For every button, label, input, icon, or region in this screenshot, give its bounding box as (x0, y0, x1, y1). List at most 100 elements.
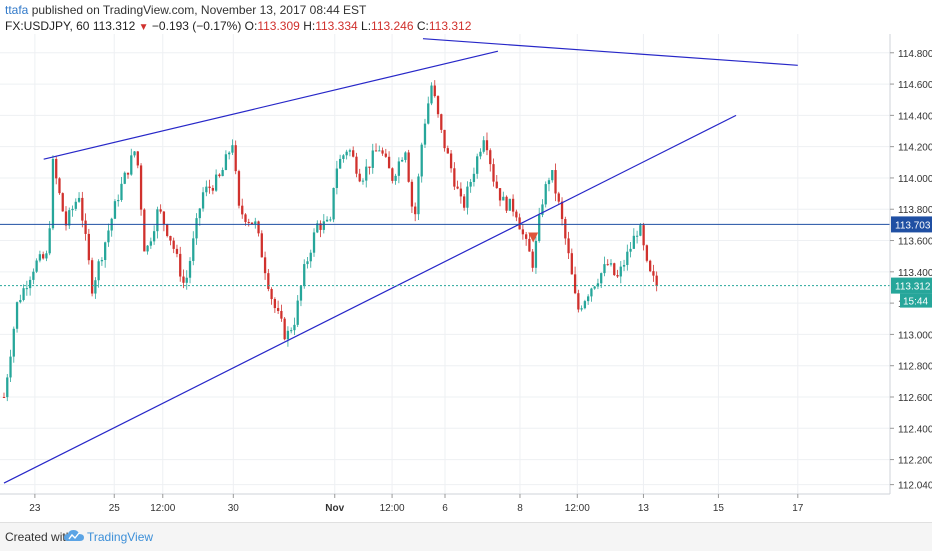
candle-body (175, 248, 179, 254)
candle-body (622, 265, 626, 267)
y-tick-label: 114.400 (898, 111, 932, 122)
candle-body (247, 221, 250, 223)
candle-body (74, 201, 77, 209)
candle-body (257, 221, 260, 234)
candle-body (293, 324, 296, 331)
x-tick-label: 23 (29, 503, 41, 514)
candle-body (489, 150, 492, 165)
candle-body (299, 286, 303, 301)
candle-body (267, 273, 270, 290)
candle-body (64, 211, 68, 226)
candle-body (296, 300, 299, 325)
high-label: H: (303, 19, 316, 33)
candle-body (596, 283, 600, 287)
candle-body (639, 225, 642, 236)
candle-body (9, 356, 12, 378)
candle-body (446, 148, 449, 154)
candle-body (22, 288, 25, 301)
candle-body (260, 233, 263, 258)
candle-body (645, 245, 649, 261)
candle-body (521, 229, 525, 235)
chart-area[interactable]: 114.800 114.600 114.400 114.200 114.000 113.8… (0, 34, 932, 517)
candle-body (492, 164, 495, 182)
candle-body (104, 242, 107, 260)
candle-body (81, 197, 84, 221)
candle-body (387, 156, 391, 169)
candle-body (365, 166, 368, 181)
x-tick-label: 13 (638, 503, 650, 514)
x-tick-label: 12:00 (150, 503, 175, 514)
y-tick-label: 113.600 (898, 237, 932, 248)
trend-line-2[interactable] (43, 50, 499, 160)
candle-body (462, 196, 466, 208)
created-with-text: Created with (5, 530, 73, 544)
candle-body (270, 289, 273, 300)
candle-body (28, 279, 32, 289)
candle-body (397, 161, 401, 176)
y-tick-label: 112.040 (898, 481, 932, 492)
candle-body (635, 235, 639, 237)
candle-body (290, 330, 293, 332)
candle-body (162, 211, 166, 225)
candle-body (482, 140, 485, 152)
candle-body (378, 150, 381, 152)
candle-body (214, 174, 218, 191)
candle-body (495, 181, 498, 189)
chart-header: ttafa published on TradingView.com, Nove… (0, 0, 932, 34)
candle-body (433, 85, 436, 97)
candle-body (400, 159, 404, 162)
candle-body (224, 154, 228, 170)
candle-body (159, 209, 162, 212)
candle-body (319, 223, 322, 230)
candle-body (518, 217, 521, 230)
candle-body (570, 253, 573, 275)
candle-body (61, 193, 64, 212)
candle-body (587, 296, 590, 302)
candle-body (322, 221, 325, 230)
candle-body (456, 186, 459, 189)
y-tick-label: 112.600 (898, 393, 932, 404)
candle-body (603, 264, 606, 274)
candle-body (146, 245, 149, 252)
candle-body (642, 225, 645, 246)
price-axis[interactable] (890, 34, 932, 517)
candle-body (107, 230, 110, 243)
candle-body (55, 158, 58, 179)
candle-body (508, 198, 511, 211)
open-value: 113.309 (257, 19, 300, 33)
candle-body (629, 248, 632, 252)
y-tick-label: 113.800 (898, 205, 932, 216)
candle-body (169, 235, 172, 241)
author-link[interactable]: ttafa (5, 3, 29, 17)
y-tick-label: 112.400 (898, 424, 932, 435)
candle-body (192, 238, 195, 261)
candle-body (6, 377, 9, 398)
candle-body (560, 201, 564, 220)
tradingview-brand[interactable]: TradingView (87, 530, 154, 544)
trend-line-3[interactable] (422, 38, 798, 66)
footer: Created with TradingView (0, 522, 932, 551)
candle-body (606, 264, 609, 266)
candle-body (286, 330, 290, 340)
countdown-text: 15:44 (903, 297, 928, 308)
y-tick-label: 114.000 (898, 174, 932, 185)
candle-body (332, 187, 335, 220)
trend-line-1[interactable] (3, 114, 737, 484)
candle-body (619, 266, 622, 277)
price-chart[interactable]: 114.800 114.600 114.400 114.200 114.000 113.8… (0, 34, 932, 517)
candle-body (554, 170, 557, 194)
candle-body (120, 183, 123, 201)
candle-body (143, 209, 146, 252)
candle-body (77, 197, 81, 202)
symbol-label[interactable]: FX:USDJPY, 60 (5, 19, 90, 33)
candle-body (25, 288, 28, 290)
x-tick-label: 30 (228, 503, 240, 514)
candle-body (276, 308, 280, 311)
candle-body (117, 200, 120, 202)
candle-body (590, 288, 593, 297)
candle-body (652, 271, 655, 276)
x-tick-label: Nov (325, 503, 344, 514)
publish-info: ttafa published on TradingView.com, Nove… (5, 3, 366, 17)
candle-body (166, 224, 169, 236)
candle-body (567, 238, 570, 254)
